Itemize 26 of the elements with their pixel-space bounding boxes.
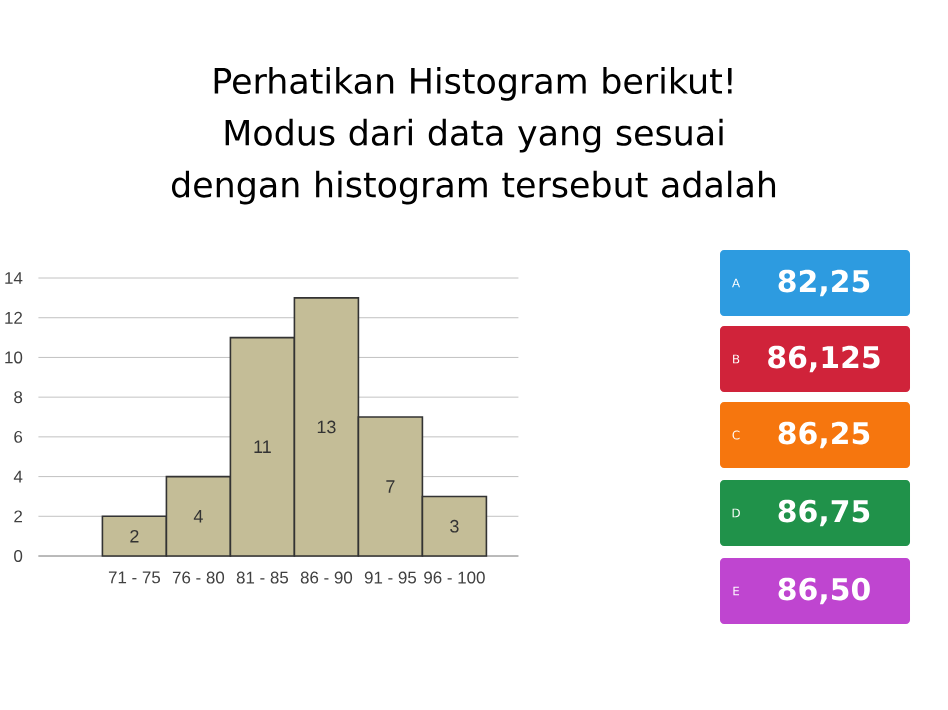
y-tick-label: 4: [13, 470, 23, 483]
y-tick-label: 0: [14, 550, 23, 562]
text: 86,25: [778, 421, 870, 449]
data-label: 13: [317, 420, 336, 434]
chart-title: Perhatikan Histogram berikut! Modus dari data yang sesuai dengan histogram tersebut adalah: [171, 67, 776, 205]
y-tick-label: 10: [5, 351, 23, 364]
y-tick-label: 2: [14, 510, 23, 523]
x-tick-label: 86 - 90: [300, 571, 353, 584]
x-tick-label: 76 - 80: [172, 571, 225, 584]
data-label: 11: [254, 440, 271, 453]
data-label: 7: [386, 480, 395, 493]
x-tick-label: 81 - 85: [236, 571, 289, 584]
y-tick-label: 8: [14, 391, 23, 404]
x-tick-label: 96 - 100: [424, 571, 485, 584]
x-tick-label: 91 - 95: [364, 571, 417, 584]
text: 82,25: [778, 269, 870, 297]
text: 86,125: [768, 345, 880, 373]
y-tick-label: 6: [14, 430, 23, 443]
x-tick-label: 71 - 75: [108, 571, 161, 584]
data-label: 3: [450, 519, 459, 533]
text: 86,75: [778, 499, 870, 527]
y-tick-label: 14: [5, 272, 23, 284]
text: 86,50: [778, 577, 870, 605]
data-label: 4: [193, 510, 203, 523]
data-label: 2: [130, 529, 139, 543]
y-tick-label: 12: [5, 311, 23, 324]
